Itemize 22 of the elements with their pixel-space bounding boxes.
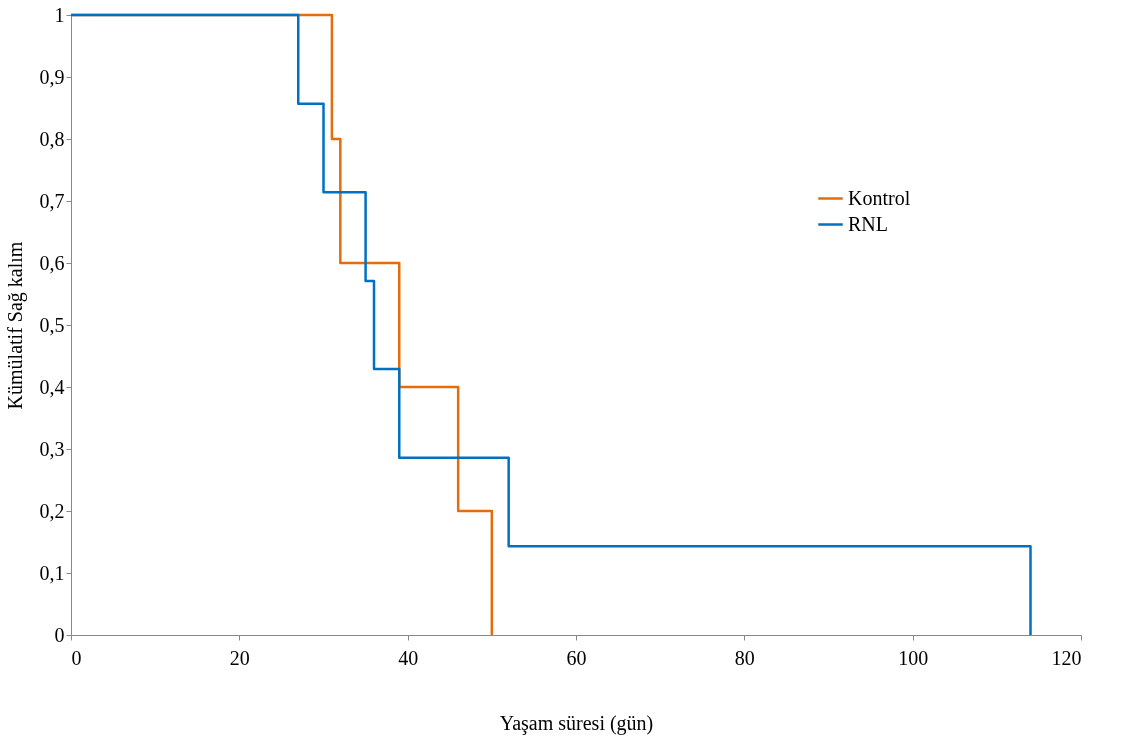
y-tick-label: 0,4 [39,375,65,398]
y-tick-label: 0,9 [39,65,65,88]
y-axis-title: Kümülatif Sağ kalım [3,241,27,410]
y-tick-label: 0 [54,623,65,646]
legend-label: Kontrol [848,186,911,209]
x-tick-label: 0 [71,646,82,669]
x-tick-label: 40 [398,646,419,669]
x-tick-label: 100 [898,646,929,669]
x-tick-label: 120 [1051,646,1082,669]
y-tick-label: 0,5 [39,313,65,336]
x-axis-title: Yaşam süresi (gün) [499,711,654,735]
y-tick-label: 0,6 [39,251,65,274]
x-tick-label: 60 [566,646,587,669]
y-tick-label: 0,2 [39,499,65,522]
y-tick-label: 0,7 [39,189,65,212]
legend-label: RNL [848,212,888,235]
y-tick-label: 0,8 [39,127,65,150]
y-tick-label: 1 [54,3,65,26]
y-tick-label: 0,1 [39,561,65,584]
y-tick-label: 0,3 [39,437,65,460]
x-tick-label: 80 [734,646,755,669]
x-tick-label: 20 [229,646,250,669]
